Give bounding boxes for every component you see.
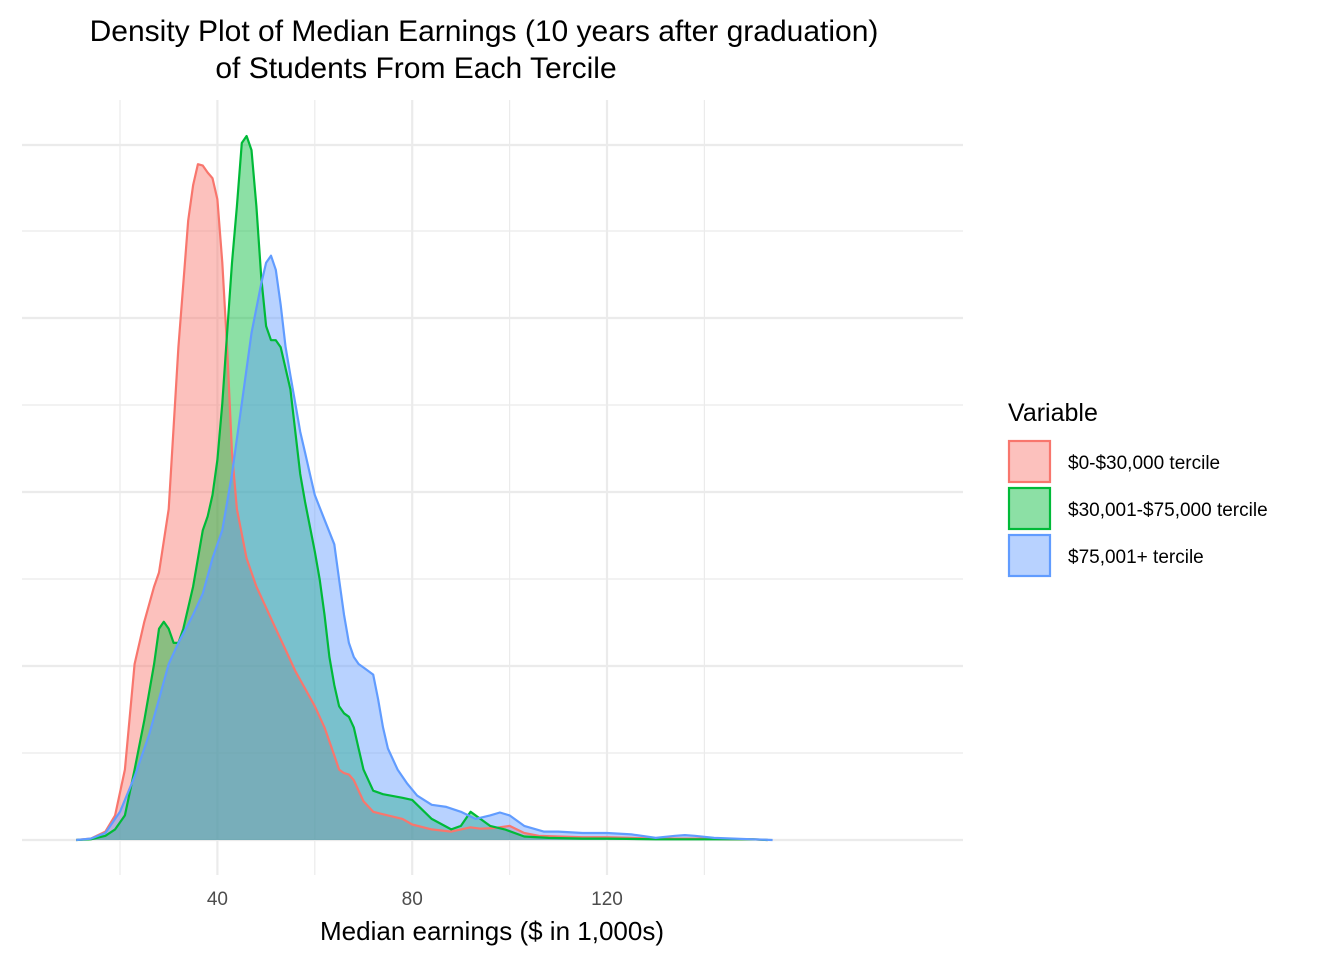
minor-gridlines xyxy=(22,100,963,875)
density-area-series-0 xyxy=(76,164,768,840)
density-area-series-1 xyxy=(76,136,768,840)
legend-key-swatch-1 xyxy=(1007,486,1052,531)
legend-key-swatch-0 xyxy=(1007,439,1052,484)
density-lines xyxy=(76,134,773,842)
density-areas xyxy=(76,136,773,840)
x-tick-label-1: 80 xyxy=(402,889,423,910)
density-line-series-2 xyxy=(76,254,773,842)
legend-title: Variable xyxy=(1008,399,1098,427)
chart-title-line-2: of Students From Each Tercile xyxy=(215,52,616,85)
legend-label-2: $75,001+ tercile xyxy=(1068,547,1204,568)
density-line-series-1 xyxy=(76,134,768,842)
chart-title-line-1: Density Plot of Median Earnings (10 year… xyxy=(90,15,879,48)
legend-key-bg-1 xyxy=(1008,487,1051,530)
legend-key-swatch-2 xyxy=(1007,533,1052,578)
x-tick-label-0: 40 xyxy=(207,889,228,910)
legend-label-0: $0-$30,000 tercile xyxy=(1068,453,1220,474)
legend: Variable $0-$30,000 tercile $30,001-$75,0… xyxy=(1007,399,1268,578)
legend-key-bg-2 xyxy=(1008,534,1051,577)
x-tick-label-2: 120 xyxy=(591,889,623,910)
major-gridlines xyxy=(22,100,963,875)
density-line-series-0 xyxy=(76,163,768,842)
density-area-series-2 xyxy=(76,255,773,840)
legend-label-1: $30,001-$75,000 tercile xyxy=(1068,500,1268,521)
x-axis-title: Median earnings ($ in 1,000s) xyxy=(320,916,664,946)
x-axis-ticks: 40 80 120 xyxy=(207,889,623,910)
legend-key-bg-0 xyxy=(1008,440,1051,483)
